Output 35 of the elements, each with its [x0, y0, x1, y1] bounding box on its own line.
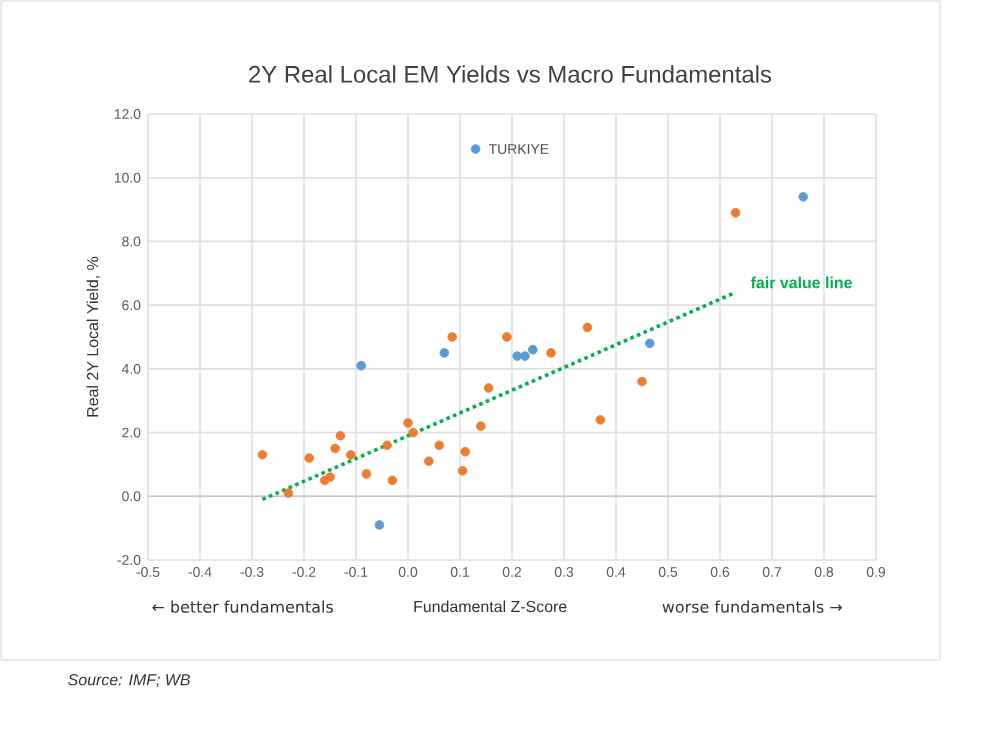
point: [361, 469, 372, 479]
point: [546, 348, 556, 358]
point: [283, 488, 294, 498]
point: [447, 332, 457, 342]
point: [330, 443, 340, 454]
point: [346, 450, 356, 460]
point: [457, 466, 468, 476]
point: [476, 421, 486, 431]
point: [382, 440, 392, 451]
point: [424, 456, 434, 467]
point: [356, 360, 366, 371]
point: [257, 450, 268, 460]
point: [434, 440, 444, 451]
point: [460, 446, 470, 457]
point: [408, 427, 418, 438]
point: [645, 338, 655, 349]
point: [798, 192, 808, 202]
point: [528, 344, 538, 355]
point: [483, 383, 494, 393]
point: [595, 415, 606, 425]
point: [470, 144, 481, 154]
point: [403, 418, 413, 428]
point: [439, 348, 450, 358]
point: [637, 376, 647, 387]
point: [374, 520, 385, 530]
point: [325, 472, 335, 482]
point: [582, 322, 593, 333]
point: [387, 475, 398, 486]
point: [520, 351, 530, 361]
point: [335, 430, 346, 441]
chart-title: 2Y Real Local EM Yields vs Macro Fundamentals: [249, 65, 772, 83]
point: [512, 351, 522, 361]
point: [730, 207, 741, 218]
point: [502, 332, 512, 342]
point: [304, 453, 314, 463]
